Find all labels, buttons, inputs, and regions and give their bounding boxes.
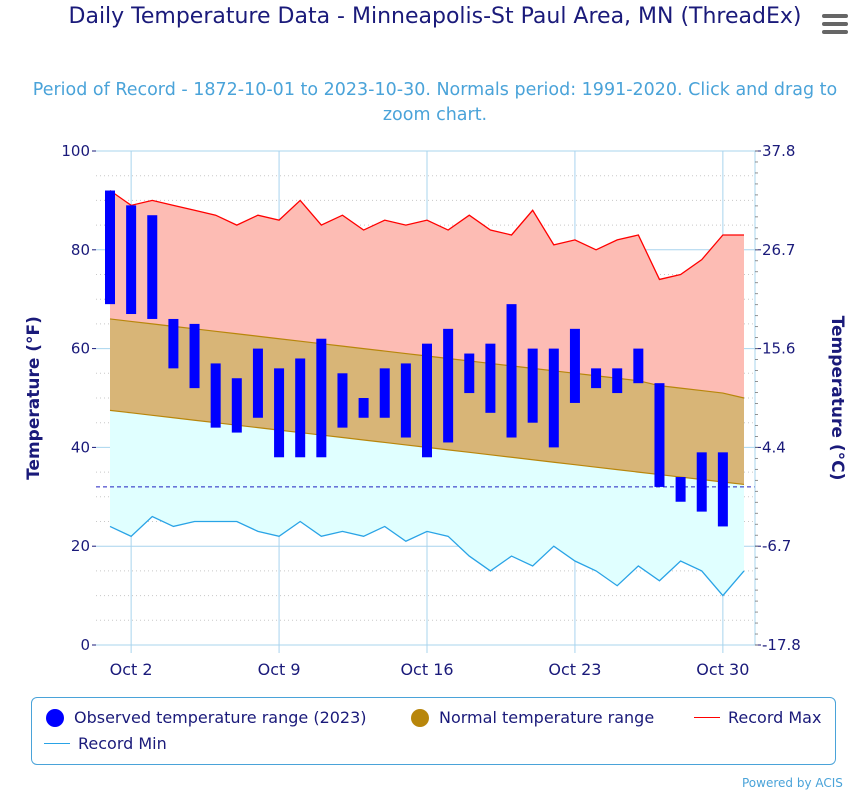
y-tick-label: 80 (71, 241, 90, 259)
x-tick-label: Oct 9 (258, 660, 301, 679)
legend-normal-marker (411, 708, 429, 727)
y-tick-label: 0 (80, 636, 90, 654)
x-tick-label: Oct 2 (110, 660, 153, 679)
observed-range-bar (717, 452, 728, 527)
right-y-axis-title: Temperature (°C) (827, 316, 847, 481)
observed-range-bar (612, 368, 623, 394)
observed-range-bar (485, 343, 496, 413)
observed-range-bar (337, 373, 348, 428)
observed-range-bar (379, 368, 390, 418)
observed-range-bar (569, 328, 580, 403)
legend-record-max[interactable]: Record Max (694, 708, 821, 727)
observed-range-bar (696, 452, 707, 512)
observed-range-bar (654, 383, 665, 487)
chart-subtitle: Period of Record - 1872-10-01 to 2023-10… (32, 80, 838, 125)
observed-range-bar (675, 477, 686, 502)
record-max-line (109, 189, 744, 281)
x-tick-label: Oct 23 (548, 660, 601, 679)
y-tick-label: 20 (71, 537, 90, 555)
observed-range-bar (274, 368, 285, 458)
right-y-tick-label: -6.7 (762, 537, 791, 555)
powered-by-credit[interactable]: Powered by ACIS (742, 776, 843, 790)
observed-range-bar (295, 358, 306, 458)
observed-range-bar (358, 398, 369, 418)
observed-range-bar (633, 348, 644, 384)
legend-observed[interactable]: Observed temperature range (2023) (46, 708, 367, 727)
observed-range-bar (443, 328, 454, 443)
observed-range-bar (316, 338, 327, 458)
record-min-area (110, 410, 744, 596)
observed-range-bar (168, 318, 179, 369)
y-axis-title: Temperature (°F) (24, 316, 44, 480)
observed-range-bar (548, 348, 559, 448)
legend-record-min[interactable]: Record Min (44, 734, 167, 753)
observed-range-bar (105, 190, 115, 305)
y-tick-label: 100 (61, 142, 90, 160)
observed-range-bar (210, 363, 221, 428)
observed-range-bar (591, 368, 602, 389)
legend-observed-label: Observed temperature range (2023) (74, 708, 367, 727)
x-tick-label: Oct 30 (696, 660, 749, 679)
legend-record-max-label: Record Max (728, 708, 822, 727)
legend-normal[interactable]: Normal temperature range (411, 708, 654, 727)
right-y-tick-label: -17.8 (762, 636, 801, 654)
legend-normal-label: Normal temperature range (439, 708, 655, 727)
observed-range-bar (147, 215, 158, 319)
legend-observed-marker (46, 708, 64, 727)
observed-range-bar (422, 343, 432, 458)
legend-record-min-label: Record Min (78, 734, 167, 753)
observed-range-bar (464, 353, 475, 394)
record-min-line (109, 515, 745, 597)
hamburger-menu-icon[interactable] (822, 14, 848, 36)
y-tick-label: 60 (71, 340, 90, 358)
observed-range-bar (252, 348, 263, 418)
observed-range-bar (126, 205, 137, 315)
observed-range-bar (527, 348, 538, 423)
right-y-tick-label: 4.4 (762, 438, 786, 456)
observed-range-bar (506, 304, 517, 438)
record-max-area (110, 190, 744, 398)
observed-range-bar (231, 378, 242, 433)
chart-title: Daily Temperature Data - Minneapolis-St … (68, 4, 802, 29)
y-tick-label: 40 (71, 438, 90, 456)
chart-legend: Observed temperature range (2023) Normal… (31, 697, 836, 765)
legend-record-max-marker (694, 717, 720, 718)
x-tick-label: Oct 16 (400, 660, 453, 679)
right-y-tick-label: 26.7 (762, 241, 795, 259)
right-y-tick-label: 15.6 (762, 340, 795, 358)
right-y-tick-label: 37.8 (762, 142, 795, 160)
temperature-chart[interactable]: 0 20 40 60 80 100 -17.8 -6.7 4.4 15.6 26.7 37.8 Oct … (0, 0, 850, 690)
legend-record-min-marker (44, 743, 70, 744)
observed-range-bar (400, 363, 411, 438)
observed-range-bar (189, 323, 200, 389)
